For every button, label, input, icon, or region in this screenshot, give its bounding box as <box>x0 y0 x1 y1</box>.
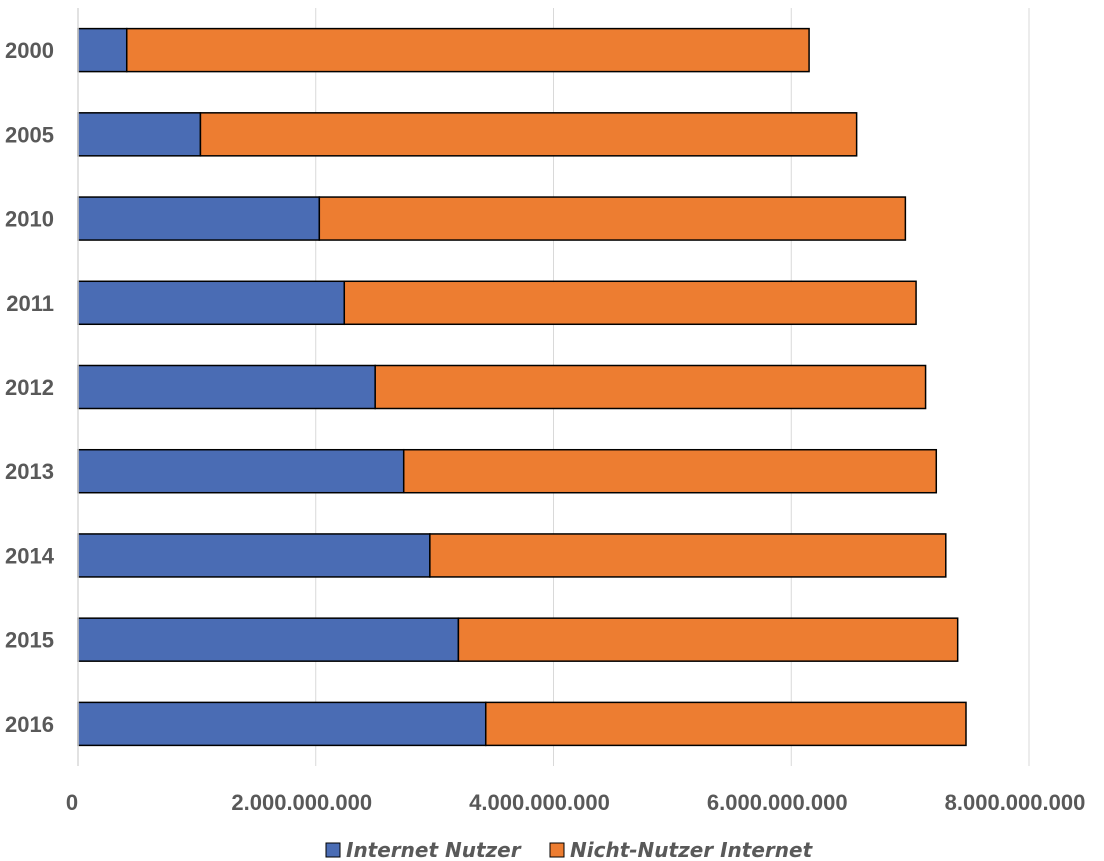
legend: Internet Nutzer Nicht-Nutzer Internet <box>325 838 814 861</box>
x-tick-label: 0 <box>66 790 78 815</box>
bar-nicht-nutzer-2012 <box>374 364 927 410</box>
bar-nicht-nutzer-2011 <box>343 280 917 326</box>
bar-internet-nutzer-2015 <box>77 617 460 662</box>
legend-label: Internet Nutzer <box>346 838 522 861</box>
legend-swatch-nicht-nutzer <box>549 842 565 858</box>
bar-internet-nutzer-2000 <box>77 27 128 73</box>
bar-nicht-nutzer-2000 <box>125 27 810 73</box>
y-tick-label: 2012 <box>5 375 54 400</box>
y-tick-label: 2005 <box>5 122 54 147</box>
y-tick-label: 2013 <box>5 459 54 484</box>
bar-internet-nutzer-2012 <box>77 364 376 410</box>
bar-internet-nutzer-2010 <box>77 196 321 241</box>
y-tick-label: 2000 <box>5 38 54 63</box>
x-axis: 0 2.000.000.000 4.000.000.000 6.000.000.000… <box>66 790 1085 815</box>
bar-nicht-nutzer-2013 <box>402 448 938 494</box>
legend-label: Nicht-Nutzer Internet <box>570 838 814 861</box>
y-tick-label: 2016 <box>5 712 54 737</box>
x-tick-label: 8.000.000.000 <box>945 790 1086 815</box>
legend-swatch-internet-nutzer <box>325 842 341 858</box>
y-tick-label: 2010 <box>5 207 54 232</box>
y-tick-label: 2015 <box>5 628 54 653</box>
bar-internet-nutzer-2005 <box>77 112 202 157</box>
bar-nicht-nutzer-2014 <box>429 533 947 578</box>
x-tick-label: 4.000.000.000 <box>469 790 610 815</box>
x-tick-label: 2.000.000.000 <box>231 790 372 815</box>
bar-internet-nutzer-2014 <box>77 533 431 578</box>
y-tick-label: 2011 <box>6 291 54 316</box>
bars <box>77 27 967 747</box>
x-tick-label: 6.000.000.000 <box>707 790 848 815</box>
bar-internet-nutzer-2016 <box>77 701 487 747</box>
bar-internet-nutzer-2011 <box>77 280 346 326</box>
bar-nicht-nutzer-2015 <box>457 617 959 662</box>
bar-nicht-nutzer-2005 <box>199 112 858 157</box>
y-tick-label: 2014 <box>5 543 55 568</box>
bar-internet-nutzer-2013 <box>77 448 405 494</box>
bar-nicht-nutzer-2010 <box>318 196 907 241</box>
bar-nicht-nutzer-2016 <box>484 701 967 747</box>
y-axis: 2000 2005 2010 2011 2012 2013 2014 2015 2016 <box>5 8 79 766</box>
